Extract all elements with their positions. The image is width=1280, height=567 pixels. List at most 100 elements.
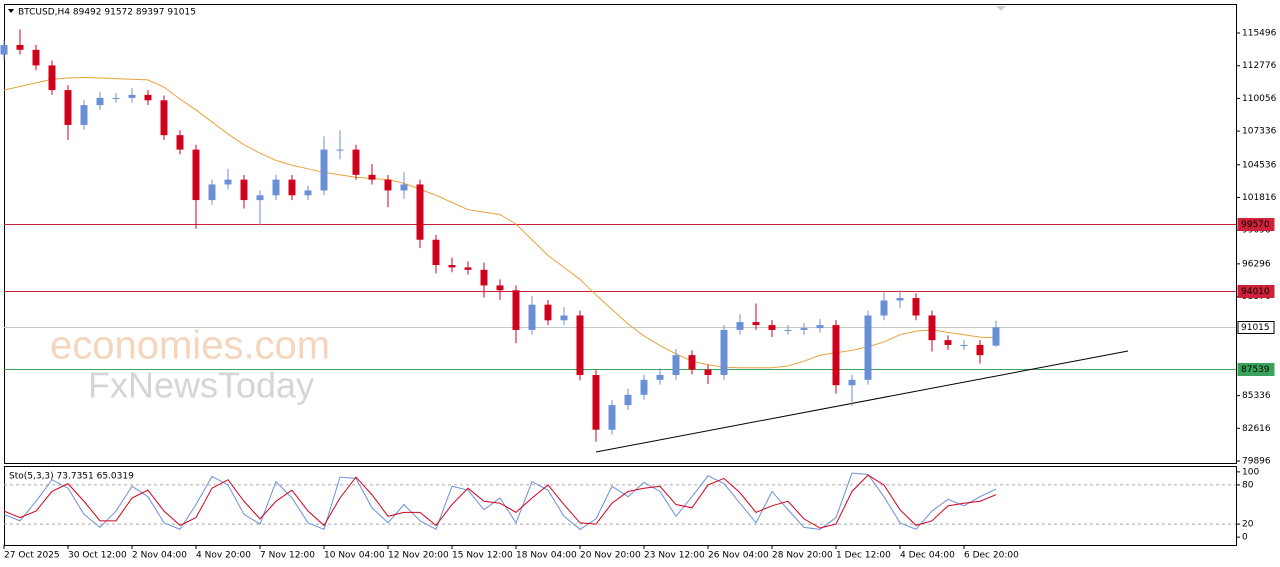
y-tick-label: 85336 <box>1242 391 1271 401</box>
candle-body <box>624 394 632 406</box>
candle-body <box>528 304 536 330</box>
y-tick-label: 79896 <box>1242 457 1271 467</box>
candle-body <box>496 285 504 291</box>
x-tick-label: 23 Nov 12:00 <box>644 551 705 561</box>
x-tick-label: 20 Nov 20:00 <box>580 551 641 561</box>
candle-body <box>304 190 312 196</box>
watermark: economies.com <box>50 324 330 368</box>
candle-body <box>848 379 856 386</box>
y-tick-label: 0 <box>1242 533 1248 543</box>
candle-body <box>416 184 424 240</box>
stochastic-line <box>3 474 997 529</box>
candle-body <box>864 315 872 380</box>
candle-body <box>544 304 552 321</box>
indicator-title: Sto(5,3,3) 73.7351 65.0319 <box>9 472 134 482</box>
candle-body <box>800 328 808 330</box>
x-tick-label: 10 Nov 04:00 <box>324 551 385 561</box>
x-tick-label: 6 Dec 20:00 <box>964 551 1019 561</box>
watermark: FxNewsToday <box>88 365 314 406</box>
candle-body <box>368 174 376 180</box>
candle-body <box>560 315 568 321</box>
candle-body <box>704 369 712 375</box>
candle-body <box>464 267 472 270</box>
candle-body <box>608 405 616 430</box>
x-tick-label: 1 Dec 12:00 <box>836 551 891 561</box>
candle-body <box>576 315 584 375</box>
x-tick-label: 12 Nov 20:00 <box>388 551 449 561</box>
y-tick-label: 100 <box>1242 467 1259 477</box>
level-label-box <box>1237 285 1275 298</box>
y-tick-label: 20 <box>1242 520 1254 530</box>
symbol-menu-icon[interactable] <box>8 9 14 13</box>
x-tick-label: 4 Dec 04:00 <box>900 551 955 561</box>
candle-body <box>832 325 840 386</box>
candle-body <box>656 374 664 380</box>
level-label: 99570 <box>1241 220 1270 230</box>
candle-body <box>912 298 920 316</box>
y-tick-label: 82616 <box>1242 424 1271 434</box>
y-tick-label: 96296 <box>1242 259 1271 269</box>
x-tick-label: 28 Nov 20:00 <box>772 551 833 561</box>
stochastic-line <box>3 472 997 531</box>
level-label-box <box>1237 218 1275 231</box>
candle-body <box>112 97 120 99</box>
candle-body <box>960 344 968 346</box>
candle-body <box>752 322 760 326</box>
candle-body <box>928 315 936 341</box>
chart-title: BTCUSD,H4 89492 91572 89397 91015 <box>18 8 196 18</box>
level-label-box <box>1237 363 1275 376</box>
candle-body <box>816 325 824 329</box>
y-tick-label: 107336 <box>1242 127 1277 137</box>
candle-body <box>400 184 408 191</box>
candle-body <box>272 179 280 196</box>
candle-body <box>320 149 328 191</box>
candle-body <box>80 105 88 125</box>
y-tick-label: 115496 <box>1242 29 1277 39</box>
candle-body <box>640 379 648 395</box>
candle-body <box>768 325 776 330</box>
x-tick-label: 4 Nov 20:00 <box>196 551 251 561</box>
level-label: 91015 <box>1241 323 1270 333</box>
x-tick-label: 26 Nov 04:00 <box>708 551 769 561</box>
y-tick-label: 110056 <box>1242 94 1277 104</box>
x-tick-label: 7 Nov 12:00 <box>260 551 315 561</box>
candle-body <box>880 300 888 316</box>
level-label-box <box>1237 321 1275 334</box>
candle-body <box>944 340 952 345</box>
candle-body <box>896 298 904 301</box>
candle-body <box>352 149 360 175</box>
candle-body <box>176 135 184 150</box>
candle-body <box>336 149 344 151</box>
candle-body <box>144 94 152 101</box>
x-tick-label: 30 Oct 12:00 <box>68 551 127 561</box>
main-panel <box>4 4 1237 464</box>
moving-average <box>3 76 997 369</box>
candle-body <box>736 322 744 330</box>
candle-body <box>432 239 440 265</box>
candle-body <box>592 374 600 430</box>
candle-body <box>32 49 40 66</box>
candle-body <box>288 179 296 196</box>
candle-body <box>672 355 680 375</box>
trendline <box>595 350 1129 453</box>
candle-body <box>448 264 456 268</box>
x-tick-label: 15 Nov 12:00 <box>452 551 513 561</box>
candle-body <box>512 290 520 330</box>
y-tick-label: 80 <box>1242 480 1254 490</box>
x-tick-label: 2 Nov 04:00 <box>132 551 187 561</box>
y-tick-label: 112776 <box>1242 61 1277 71</box>
candle-body <box>96 97 104 106</box>
y-tick-label: 104536 <box>1242 160 1277 170</box>
stochastic-panel <box>4 466 1237 546</box>
candle-body <box>208 184 216 201</box>
candle-body <box>160 100 168 136</box>
candle-body <box>384 179 392 191</box>
candle-body <box>0 44 8 55</box>
candle-body <box>48 65 56 91</box>
candle-body <box>688 355 696 370</box>
candle-body <box>224 179 232 185</box>
candle-body <box>128 94 136 98</box>
candle-body <box>784 329 792 331</box>
shift-marker <box>996 6 1006 11</box>
